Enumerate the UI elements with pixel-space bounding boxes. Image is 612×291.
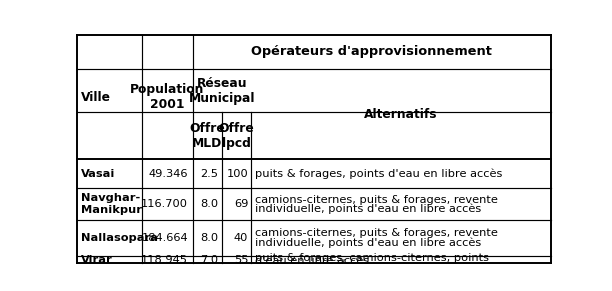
Text: Offre
lpcd: Offre lpcd (218, 122, 255, 150)
Text: Réseau
Municipal: Réseau Municipal (188, 77, 255, 104)
Text: 7.0: 7.0 (200, 255, 218, 265)
Text: Ville: Ville (81, 91, 111, 104)
Text: Vasai: Vasai (81, 169, 116, 179)
Text: puits & forages, camions-citernes, points: puits & forages, camions-citernes, point… (255, 253, 489, 263)
Text: Nallasopara: Nallasopara (81, 233, 159, 243)
Text: 8.0: 8.0 (200, 233, 218, 243)
Text: Alternatifs: Alternatifs (364, 108, 438, 121)
Text: 8.0: 8.0 (200, 199, 218, 209)
Text: Opérateurs d'approvisionnement: Opérateurs d'approvisionnement (252, 45, 492, 58)
Text: camions-citernes, puits & forages, revente: camions-citernes, puits & forages, reven… (255, 195, 498, 205)
Text: individuelle, points d'eau en libre accès: individuelle, points d'eau en libre accè… (255, 203, 481, 214)
Text: 40: 40 (234, 233, 248, 243)
Text: Navghar-
Manikpur: Navghar- Manikpur (81, 193, 142, 215)
Text: Virar: Virar (81, 255, 113, 265)
Text: 69: 69 (234, 199, 248, 209)
Text: 118.945: 118.945 (141, 255, 188, 265)
Text: Population
2001: Population 2001 (130, 83, 204, 111)
Text: 184.664: 184.664 (141, 233, 188, 243)
Text: 2.5: 2.5 (200, 169, 218, 179)
Text: 55: 55 (234, 255, 248, 265)
Text: puits & forages, points d'eau en libre accès: puits & forages, points d'eau en libre a… (255, 168, 502, 179)
Text: 49.346: 49.346 (149, 169, 188, 179)
Text: 100: 100 (226, 169, 248, 179)
Text: camions-citernes, puits & forages, revente: camions-citernes, puits & forages, reven… (255, 228, 498, 238)
Text: Offre
MLD: Offre MLD (190, 122, 225, 150)
Text: 116.700: 116.700 (141, 199, 188, 209)
Text: individuelle, points d'eau en libre accès: individuelle, points d'eau en libre accè… (255, 237, 481, 248)
Text: d'eau en libre accès: d'eau en libre accès (255, 256, 369, 266)
